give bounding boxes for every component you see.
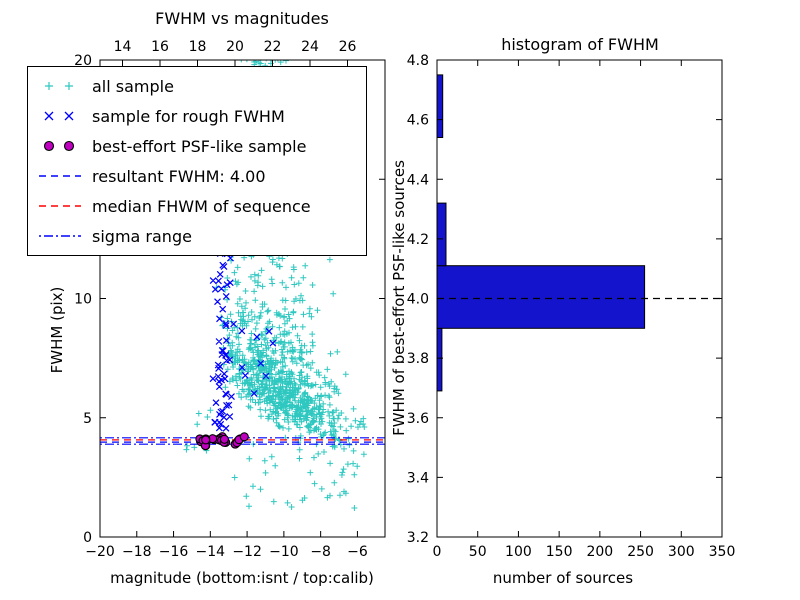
legend-label: resultant FWHM: 4.00	[92, 166, 266, 186]
left-plot-ylabel: FWHM (pix)	[48, 287, 66, 374]
legend-circle-marker-icon	[43, 140, 75, 152]
legend-x-marker-icon	[44, 111, 74, 121]
tick-label: 3.2	[407, 530, 429, 546]
legend-label: median FHWM of sequence	[92, 196, 311, 216]
tick-label: 4.8	[407, 53, 429, 69]
legend-line-swatch	[39, 175, 81, 177]
tick-label: 16	[151, 39, 169, 55]
left-plot-title: FWHM vs magnitudes	[155, 9, 329, 28]
tick-label: 18	[189, 39, 207, 55]
tick-label: −6	[347, 544, 368, 560]
legend-plus-marker-icon	[45, 82, 73, 90]
circle-marker-icon	[63, 140, 75, 152]
tick-label: 4.0	[407, 292, 429, 308]
legend-label: all sample	[92, 76, 174, 96]
tick-label: −10	[269, 544, 299, 560]
tick-label: 14	[114, 39, 132, 55]
tick-label: 4.6	[407, 113, 429, 129]
tick-label: 10	[74, 292, 92, 308]
legend-label: best-effort PSF-like sample	[92, 136, 307, 156]
tick-label: −20	[85, 544, 115, 560]
legend-line-swatch	[39, 235, 81, 237]
legend-label: sample for rough FWHM	[92, 106, 285, 126]
tick-label: −18	[122, 544, 152, 560]
tick-label: 20	[226, 39, 244, 55]
circle-marker-icon	[43, 140, 55, 152]
tick-label: 300	[668, 544, 695, 560]
tick-label: −16	[159, 544, 189, 560]
tick-label: 5	[83, 411, 92, 427]
plus-marker-icon	[45, 82, 53, 90]
tick-label: 0	[433, 544, 442, 560]
legend-item-1: sample for rough FWHM	[36, 101, 358, 131]
plus-marker-icon	[65, 82, 73, 90]
tick-label: 3.6	[407, 411, 429, 427]
left-plot-data	[100, 60, 385, 511]
legend-item-5: sigma range	[36, 221, 358, 251]
histogram-bar	[437, 202, 447, 267]
tick-label: 24	[301, 39, 319, 55]
x-marker-icon	[44, 111, 54, 121]
tick-label: 22	[264, 39, 282, 55]
right-plot-data	[437, 74, 722, 392]
psf-sample-point	[239, 432, 249, 442]
histogram-bar	[437, 265, 646, 329]
histogram-bar	[437, 74, 444, 138]
rough-fwhm-points	[209, 243, 277, 432]
right-plot-ylabel: FWHM of best-effort PSF-like sources	[390, 160, 408, 436]
tick-label: 50	[469, 544, 487, 560]
left-plot-xlabel: magnitude (bottom:isnt / top:calib)	[110, 569, 374, 587]
tick-label: 3.4	[407, 470, 429, 486]
legend-item-3: resultant FWHM: 4.00	[36, 161, 358, 191]
legend-label: sigma range	[92, 226, 192, 246]
tick-label: −8	[310, 544, 331, 560]
legend-item-0: all sample	[36, 71, 358, 101]
right-plot-title: histogram of FWHM	[501, 35, 659, 54]
tick-label: 0	[83, 530, 92, 546]
right-plot-axes: 0 50 100 150 200 250 300 350 3.2 3.4 3.6 3.8 4.0 4.2 4…	[407, 53, 736, 560]
tick-label: 3.8	[407, 351, 429, 367]
tick-label: 350	[709, 544, 736, 560]
histogram-bar	[437, 327, 443, 392]
legend-item-4: median FHWM of sequence	[36, 191, 358, 221]
tick-label: −14	[196, 544, 226, 560]
tick-label: 26	[339, 39, 357, 55]
x-marker-icon	[64, 111, 74, 121]
psf-sample-point	[201, 435, 211, 445]
tick-label: 200	[586, 544, 613, 560]
tick-label: 250	[627, 544, 654, 560]
tick-label: 4.2	[407, 232, 429, 248]
legend-line-swatch	[39, 205, 81, 207]
legend: all sample sample for rough FWHM best-effo…	[27, 66, 367, 256]
tick-label: 20	[74, 53, 92, 69]
psf-sample-point	[219, 434, 229, 444]
tick-label: 150	[546, 544, 573, 560]
tick-label: 100	[505, 544, 532, 560]
legend-item-2: best-effort PSF-like sample	[36, 131, 358, 161]
tick-label: 4.4	[407, 172, 429, 188]
right-plot-xlabel: number of sources	[493, 569, 633, 587]
tick-label: −12	[232, 544, 262, 560]
